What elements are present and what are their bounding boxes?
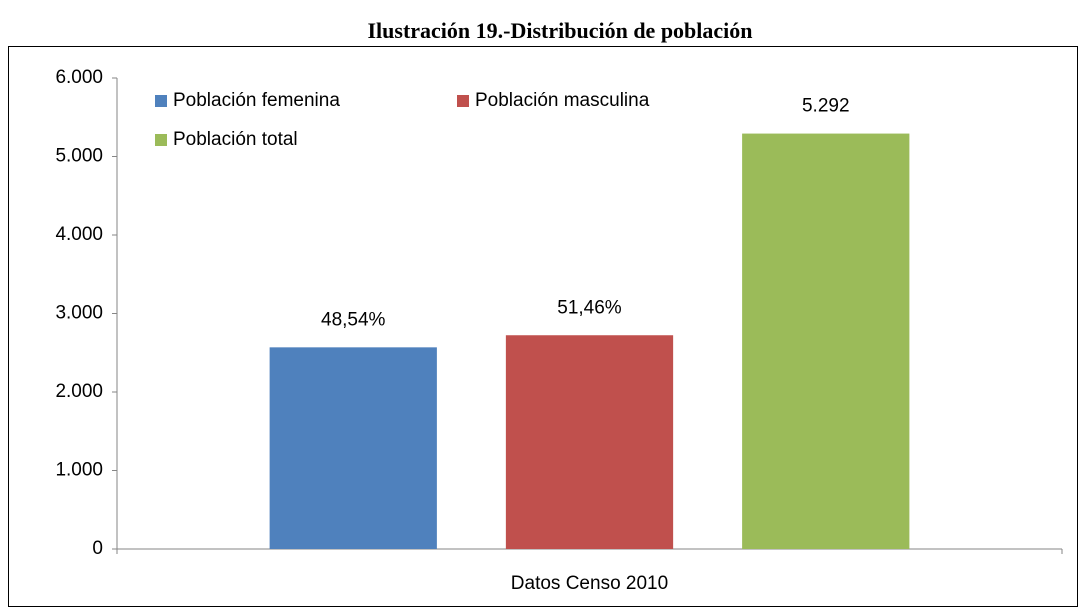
legend-swatch [155, 95, 167, 107]
y-tick-label: 4.000 [55, 224, 103, 245]
legend-swatch [155, 134, 167, 146]
y-tick-label: 1.000 [55, 460, 103, 481]
bar [505, 335, 674, 549]
y-tick-label: 0 [92, 538, 103, 559]
y-tick-label: 3.000 [55, 303, 103, 324]
bar [742, 133, 910, 549]
legend-swatch [457, 95, 469, 107]
chart-title: Ilustración 19.-Distribución de població… [367, 18, 752, 43]
chart-frame [8, 46, 1078, 607]
y-tick-label: 6.000 [55, 67, 103, 88]
data-label: 51,46% [557, 297, 622, 318]
legend-label: Población masculina [475, 90, 650, 111]
bar [269, 347, 437, 549]
y-tick-label: 2.000 [55, 381, 103, 402]
data-label: 48,54% [321, 309, 386, 330]
x-tick-label: Datos Censo 2010 [511, 573, 668, 594]
y-tick-label: 5.000 [55, 146, 103, 167]
legend-label: Población femenina [173, 90, 340, 111]
data-label: 5.292 [802, 96, 850, 117]
legend-label: Población total [173, 129, 298, 150]
